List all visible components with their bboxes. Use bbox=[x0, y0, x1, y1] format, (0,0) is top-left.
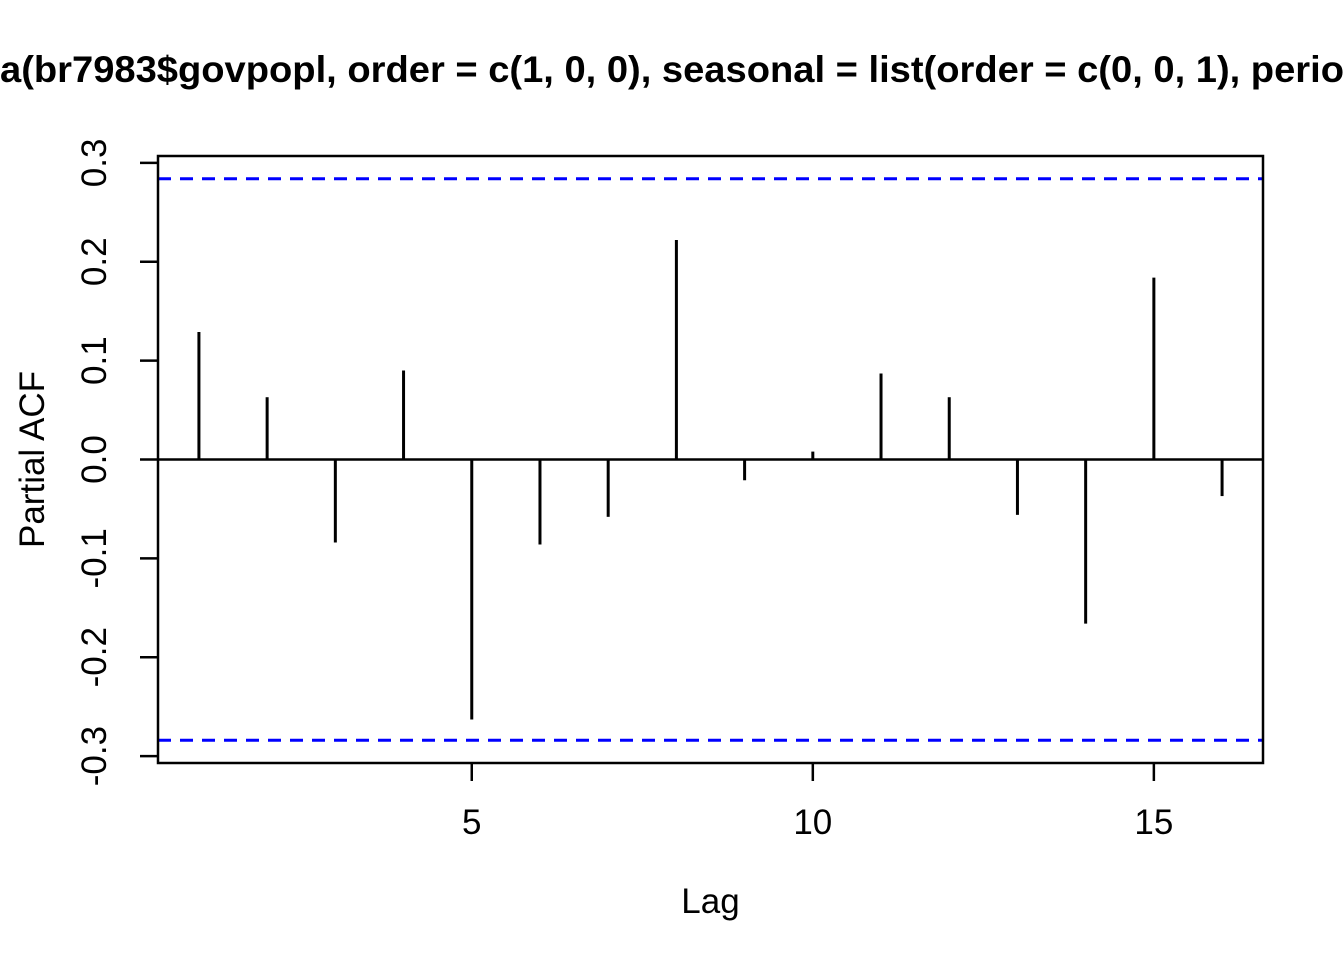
x-tick-label: 10 bbox=[793, 803, 832, 842]
y-tick-label: -0.2 bbox=[75, 627, 114, 687]
x-tick-label: 15 bbox=[1134, 803, 1173, 842]
y-tick-label: -0.3 bbox=[75, 726, 114, 786]
chart-title: a(br7983$govpopl, order = c(1, 0, 0), se… bbox=[0, 49, 1344, 90]
y-tick-label: -0.1 bbox=[75, 528, 114, 588]
y-tick-label: 0.3 bbox=[75, 139, 114, 188]
y-tick-label: 0.2 bbox=[75, 237, 114, 286]
y-tick-label: 0.0 bbox=[75, 435, 114, 484]
x-tick-label: 5 bbox=[462, 803, 481, 842]
y-axis-title: Partial ACF bbox=[13, 371, 52, 548]
x-axis-title: Lag bbox=[681, 882, 739, 921]
y-tick-label: 0.1 bbox=[75, 336, 114, 385]
